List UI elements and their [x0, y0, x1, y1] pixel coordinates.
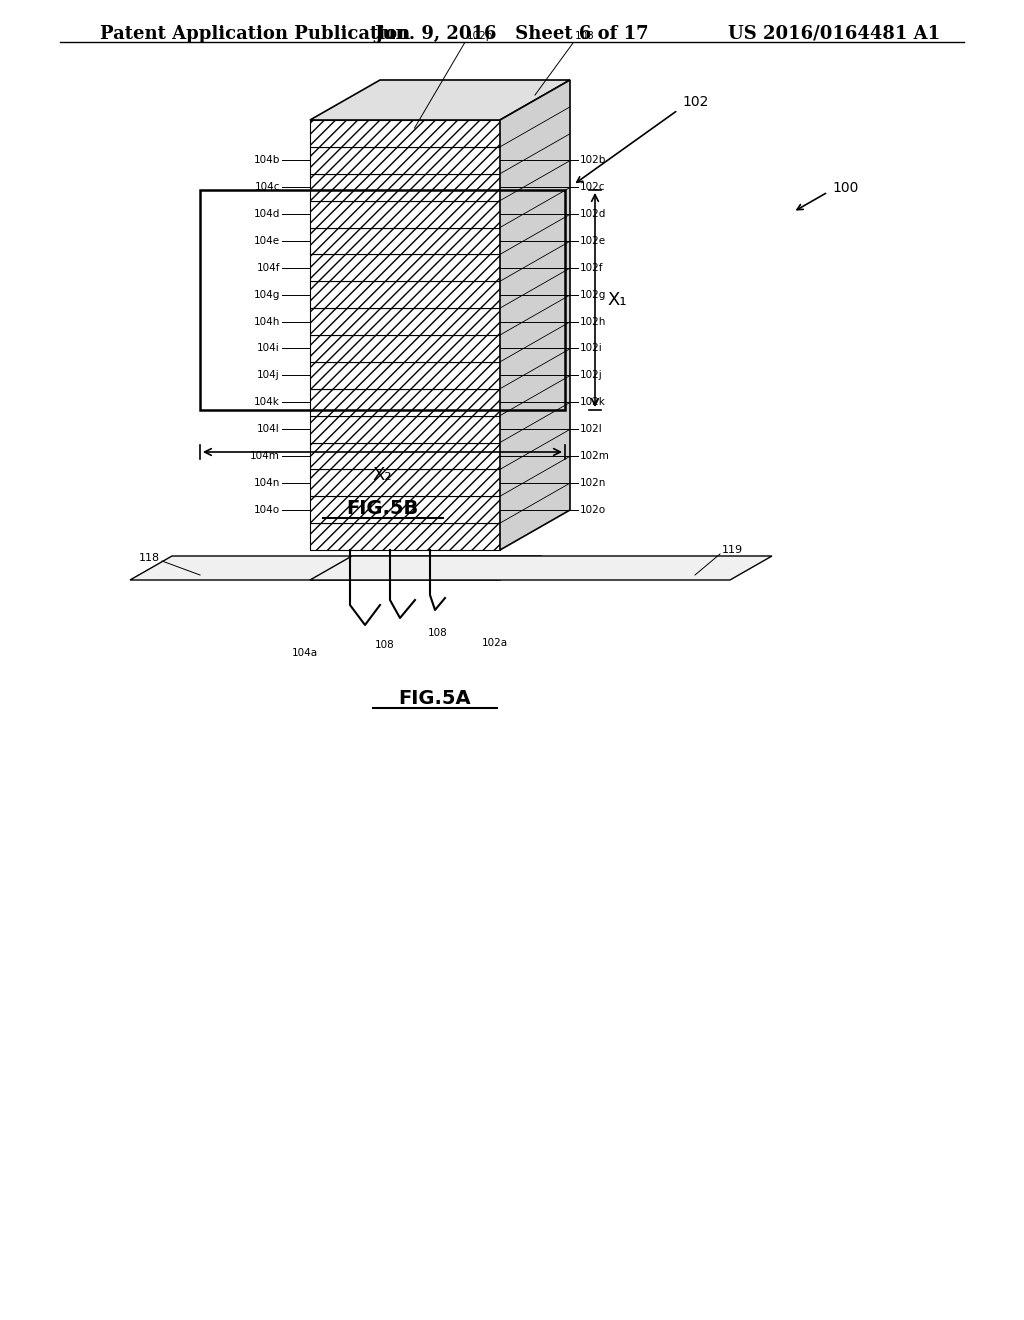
Text: 102c: 102c — [580, 182, 605, 193]
Text: FIG.5A: FIG.5A — [398, 689, 471, 708]
Text: 118: 118 — [139, 553, 160, 564]
Text: 100: 100 — [831, 181, 858, 195]
Text: 104a: 104a — [292, 648, 318, 657]
Polygon shape — [310, 470, 500, 496]
Text: US 2016/0164481 A1: US 2016/0164481 A1 — [728, 25, 940, 44]
Text: 102m: 102m — [580, 451, 610, 461]
Text: 119: 119 — [722, 545, 743, 554]
Text: 104h: 104h — [254, 317, 280, 326]
Text: Jun. 9, 2016   Sheet 6 of 17: Jun. 9, 2016 Sheet 6 of 17 — [375, 25, 649, 44]
Text: X₂: X₂ — [373, 466, 392, 484]
Text: 104i: 104i — [257, 343, 280, 354]
Text: 104e: 104e — [254, 236, 280, 246]
Text: 102k: 102k — [580, 397, 606, 407]
Text: 102l: 102l — [580, 424, 603, 434]
Polygon shape — [500, 81, 570, 550]
Text: 102n: 102n — [580, 478, 606, 488]
Text: 102j: 102j — [580, 371, 603, 380]
Polygon shape — [310, 81, 570, 120]
Polygon shape — [310, 416, 500, 442]
Text: 102f: 102f — [580, 263, 603, 273]
Text: 102h: 102h — [580, 317, 606, 326]
Text: 104l: 104l — [257, 424, 280, 434]
Polygon shape — [310, 201, 500, 227]
Text: Patent Application Publication: Patent Application Publication — [100, 25, 411, 44]
Polygon shape — [310, 281, 500, 308]
Polygon shape — [310, 174, 500, 201]
Text: 104o: 104o — [254, 504, 280, 515]
Text: 102d: 102d — [580, 209, 606, 219]
Text: 108: 108 — [428, 628, 447, 638]
Polygon shape — [310, 335, 500, 362]
Text: 104c: 104c — [255, 182, 280, 193]
Polygon shape — [310, 442, 500, 470]
Text: 104n: 104n — [254, 478, 280, 488]
Text: 108: 108 — [575, 30, 595, 41]
Polygon shape — [310, 308, 500, 335]
Text: 102b: 102b — [580, 156, 606, 165]
Text: FIG.5B: FIG.5B — [346, 499, 419, 517]
Polygon shape — [310, 147, 500, 174]
Polygon shape — [310, 389, 500, 416]
Polygon shape — [310, 362, 500, 389]
Polygon shape — [310, 120, 500, 147]
Text: 104j: 104j — [257, 371, 280, 380]
Text: 104m: 104m — [250, 451, 280, 461]
Polygon shape — [310, 523, 500, 550]
Text: 102: 102 — [682, 95, 709, 110]
Text: 104g: 104g — [254, 289, 280, 300]
Polygon shape — [310, 227, 500, 255]
Text: 104d: 104d — [254, 209, 280, 219]
Text: 104k: 104k — [254, 397, 280, 407]
Text: X₁: X₁ — [607, 290, 627, 309]
Text: 102i: 102i — [580, 343, 603, 354]
Polygon shape — [310, 556, 772, 579]
Text: 102e: 102e — [580, 236, 606, 246]
Polygon shape — [310, 255, 500, 281]
Text: 108: 108 — [375, 640, 395, 649]
Text: 102o: 102o — [580, 504, 606, 515]
Text: 102p: 102p — [467, 32, 493, 41]
Polygon shape — [130, 556, 542, 579]
Text: 102a: 102a — [482, 638, 508, 648]
Polygon shape — [310, 496, 500, 523]
Text: 104b: 104b — [254, 156, 280, 165]
Text: 104f: 104f — [256, 263, 280, 273]
Bar — [200, 190, 565, 411]
Text: 102g: 102g — [580, 289, 606, 300]
